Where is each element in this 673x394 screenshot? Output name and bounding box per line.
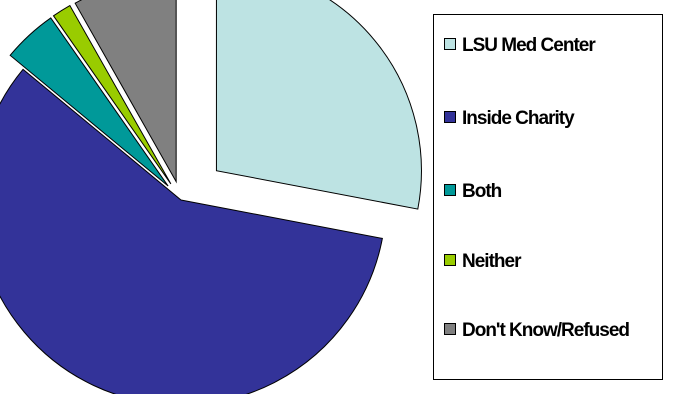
pie-slice-both [9,17,169,187]
legend-label-lsu-med-center: LSU Med Center [462,35,596,56]
legend-label-dont-know-refused: Don't Know/Refused [462,320,630,341]
legend-item-inside-charity: Inside Charity [444,106,662,132]
pie-slice-don-t-know-refused [74,0,177,184]
pie-slice-inside-charity [0,68,383,394]
legend-item-both: Both [444,179,662,205]
legend-swatch-lsu-med-center [444,38,456,50]
legend: LSU Med Center Inside Charity Both Neith… [433,14,663,380]
legend-label-inside-charity: Inside Charity [462,108,575,129]
legend-item-neither: Neither [444,249,662,275]
legend-item-lsu-med-center: LSU Med Center [444,33,662,59]
pie-slice-neither [52,4,172,185]
pie-slice-lsu-med-center [215,0,422,210]
legend-item-dont-know-refused: Don't Know/Refused [444,318,662,344]
legend-swatch-neither [444,254,456,266]
legend-label-neither: Neither [462,251,521,272]
legend-swatch-inside-charity [444,111,456,123]
legend-swatch-dont-know-refused [444,323,456,335]
legend-swatch-both [444,184,456,196]
legend-label-both: Both [462,181,502,202]
